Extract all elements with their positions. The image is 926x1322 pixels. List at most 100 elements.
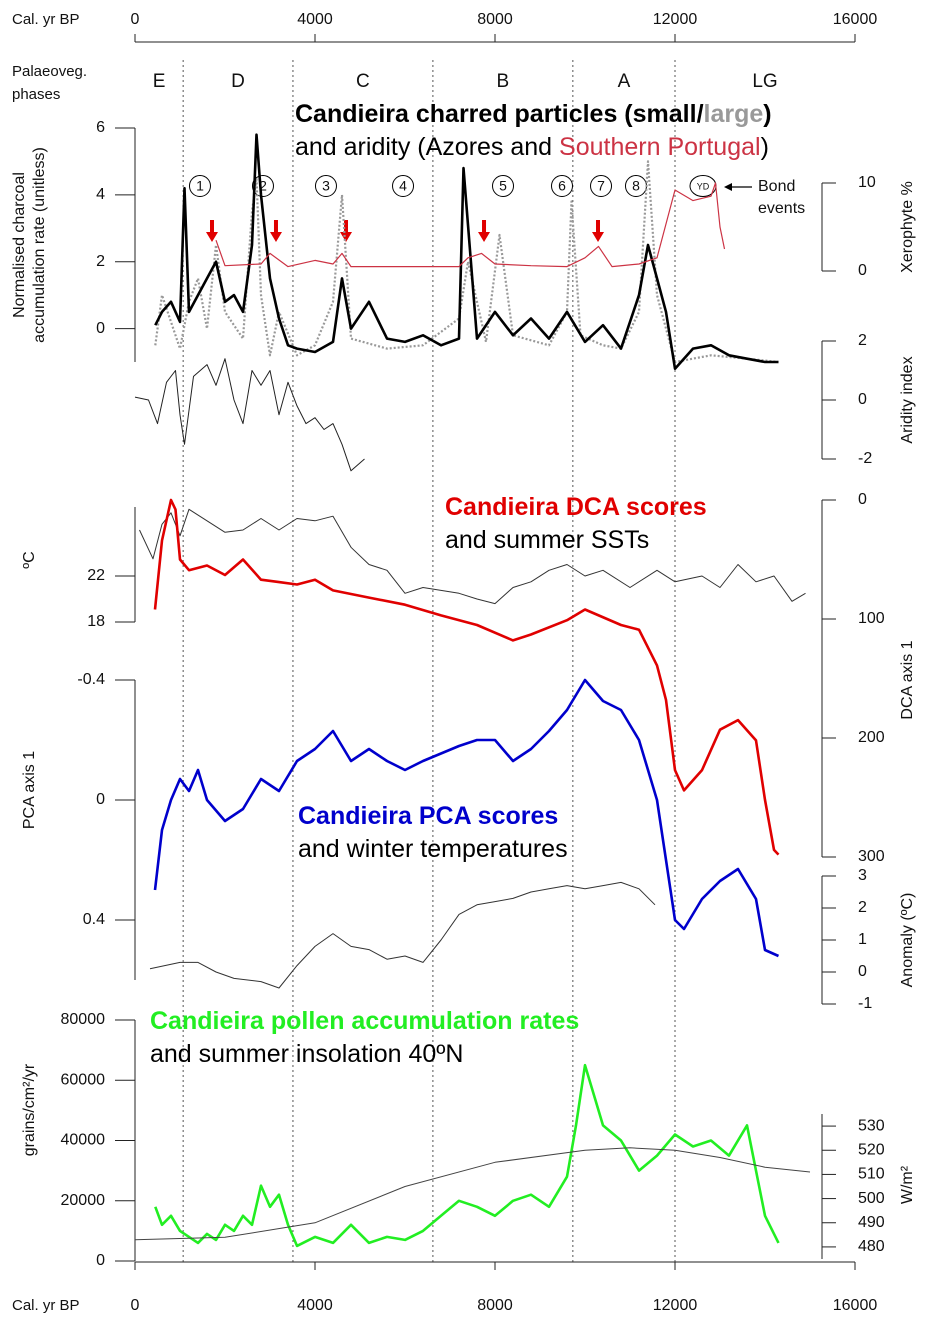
phase-label: C [356, 71, 370, 92]
y-tick-label: 480 [858, 1238, 885, 1255]
data-line [139, 508, 806, 605]
x-tick-label: 0 [131, 1297, 140, 1314]
axis-title: Xerophyte % [899, 181, 916, 273]
y-tick-label: 20000 [61, 1192, 106, 1209]
bond-event-label: 7 [597, 178, 605, 194]
bond-event-circle [590, 175, 613, 197]
y-tick-label: 100 [858, 610, 885, 627]
y-tick-label: 0 [96, 1252, 105, 1269]
y-tick-label: 60000 [61, 1071, 106, 1088]
data-line [149, 881, 656, 989]
x-tick-label: 16000 [833, 1297, 878, 1314]
data-line [153, 678, 780, 958]
axis-title: ºC [21, 551, 38, 568]
title-part: Candieira charred particles ( [295, 100, 633, 128]
bond-event-label: 5 [499, 178, 507, 194]
axis-title: grains/cm²/yr [21, 1063, 38, 1156]
phase-label: E [153, 71, 166, 92]
axis-title: W/m² [899, 1165, 916, 1204]
y-tick-label: 10 [858, 174, 876, 191]
bond-event-circle [392, 175, 415, 197]
y-tick-label: 2 [858, 332, 867, 349]
y-tick-label: 18 [87, 613, 105, 630]
axis-title: accumulation rate (unitless) [31, 147, 48, 343]
y-tick-label: 200 [858, 729, 885, 746]
panel-subtitle: and summer insolation 40ºN [150, 1040, 463, 1068]
subtitle-part: ) [761, 133, 769, 161]
data-line [134, 1147, 811, 1241]
y-tick-label: 520 [858, 1141, 885, 1158]
panel-title: Candieira PCA scores [298, 802, 558, 830]
aridity-arrow [592, 220, 605, 242]
aridity-arrow [478, 220, 491, 242]
axis-title: Anomaly (ºC) [899, 893, 916, 988]
bond-events-label: Bond [758, 178, 795, 195]
y-tick-label: 530 [858, 1117, 885, 1134]
axis-title: Normalised charcoal [11, 172, 28, 318]
panel-subtitle: and winter temperatures [298, 835, 568, 863]
data-line [154, 160, 779, 364]
y-tick-label: 300 [858, 848, 885, 865]
x-axis-label: Cal. yr BP [12, 1297, 80, 1314]
bond-event-circle [314, 175, 337, 197]
y-tick-label: 80000 [61, 1011, 106, 1028]
phases-label: phases [12, 86, 60, 103]
title-part: Candieira PCA scores [298, 802, 558, 830]
x-tick-label: 8000 [477, 11, 513, 28]
phase-label: D [231, 71, 245, 92]
bond-event-label: 1 [196, 178, 204, 194]
title-part: Candieira DCA scores [445, 493, 707, 521]
panel-title: Candieira pollen accumulation rates [150, 1007, 579, 1035]
y-tick-label: 2 [858, 899, 867, 916]
x-tick-label: 4000 [297, 1297, 333, 1314]
bond-event-circle [492, 175, 515, 197]
title-part: small [633, 100, 697, 128]
y-tick-label: 0 [858, 262, 867, 279]
title-part: / [697, 100, 704, 128]
x-tick-label: 4000 [297, 11, 333, 28]
y-tick-label: 0 [858, 491, 867, 508]
y-tick-label: 2 [96, 253, 105, 270]
x-tick-label: 8000 [477, 1297, 513, 1314]
bond-event-label: 2 [259, 178, 267, 194]
y-tick-label: 4 [96, 186, 105, 203]
y-tick-label: 0 [96, 791, 105, 808]
y-tick-label: 1 [858, 931, 867, 948]
y-tick-label: 490 [858, 1214, 885, 1231]
y-tick-label: 6 [96, 119, 105, 136]
panel-title: Candieira charred particles (small/large… [295, 100, 772, 128]
phase-label: LG [752, 71, 777, 92]
y-tick-label: -1 [858, 995, 872, 1012]
panel-title: Candieira DCA scores [445, 493, 707, 521]
axis-title: Aridity index [899, 356, 916, 443]
subtitle-part: and aridity (Azores and [295, 133, 559, 161]
y-tick-label: 510 [858, 1166, 885, 1183]
panel-subtitle: and summer SSTs [445, 526, 649, 554]
title-part: ) [763, 100, 771, 128]
y-tick-label: 0 [858, 391, 867, 408]
data-line [215, 182, 726, 268]
subtitle-part: and summer insolation 40ºN [150, 1040, 463, 1068]
title-part: large [704, 100, 764, 128]
subtitle-part: and winter temperatures [298, 835, 568, 863]
bond-event-circle [551, 175, 574, 197]
x-tick-label: 0 [131, 11, 140, 28]
x-tick-label: 16000 [833, 11, 878, 28]
aridity-arrow [205, 220, 218, 242]
bond-event-label: 3 [322, 178, 330, 194]
y-tick-label: 0 [858, 963, 867, 980]
y-tick-label: 500 [858, 1190, 885, 1207]
aridity-arrow [340, 220, 353, 242]
aridity-arrow [269, 220, 282, 242]
phase-label: A [618, 71, 631, 92]
y-tick-label: 40000 [61, 1132, 106, 1149]
title-part: Candieira pollen accumulation rates [150, 1007, 579, 1035]
axis-title: PCA axis 1 [21, 751, 38, 829]
y-tick-label: -2 [858, 450, 872, 467]
x-axis-label: Cal. yr BP [12, 11, 80, 28]
data-line [154, 133, 779, 370]
data-line [153, 498, 780, 856]
axis-title: DCA axis 1 [899, 640, 916, 719]
y-tick-label: 0.4 [83, 911, 105, 928]
